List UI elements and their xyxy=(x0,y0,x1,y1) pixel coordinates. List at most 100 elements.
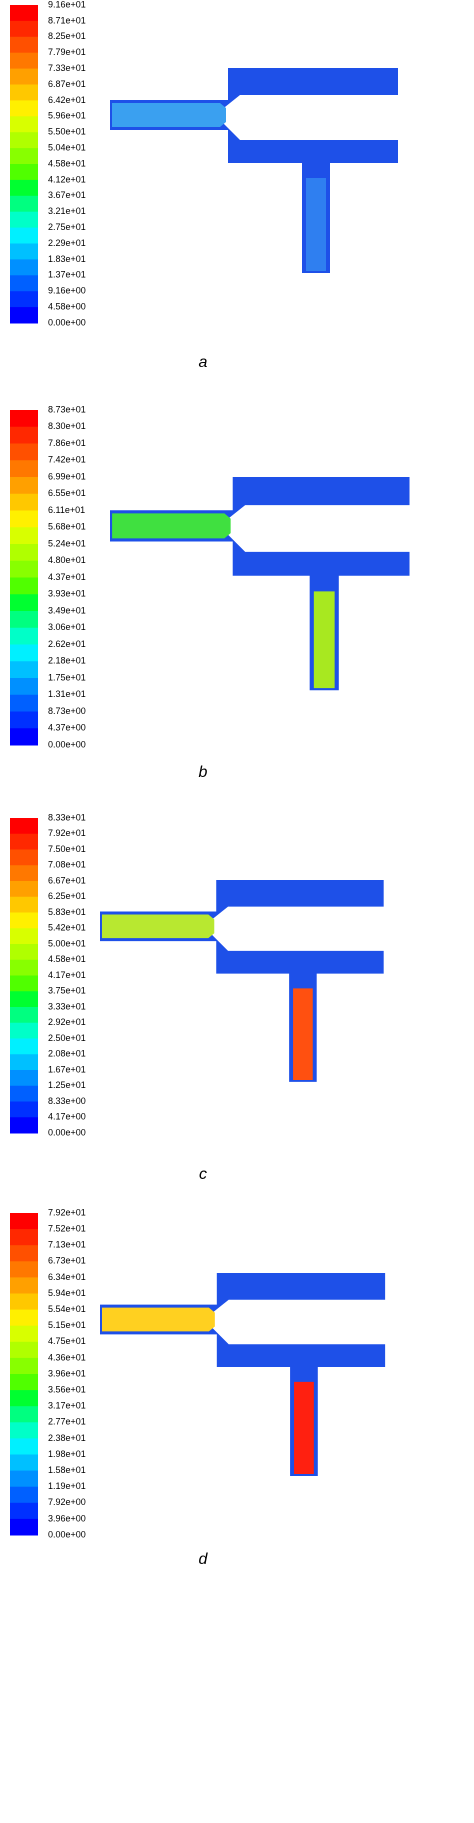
scale-label: 1.31e+01 xyxy=(48,689,86,699)
colorbar-band xyxy=(10,1038,38,1055)
scale-label: 2.75e+01 xyxy=(48,222,86,232)
colorbar-band xyxy=(10,594,38,612)
scale-label: 4.58e+00 xyxy=(48,301,86,311)
scale-label: 6.67e+01 xyxy=(48,875,86,885)
scale-label: 4.37e+01 xyxy=(48,572,86,582)
colorbar-band xyxy=(10,928,38,945)
scale-label: 7.79e+01 xyxy=(48,47,86,57)
colorbar-band xyxy=(10,1374,38,1391)
flow-domain xyxy=(100,880,384,1082)
scale-label: 4.80e+01 xyxy=(48,555,86,565)
scale-label: 8.73e+00 xyxy=(48,706,86,716)
colorbar-band xyxy=(10,1309,38,1327)
scale-label: 2.77e+01 xyxy=(48,1417,86,1427)
colorbar-band xyxy=(10,644,38,662)
panel-label: c xyxy=(199,1166,207,1183)
scale-label: 7.08e+01 xyxy=(48,860,86,870)
colorbar-band xyxy=(10,944,38,961)
inlet-field xyxy=(112,513,231,539)
scale-label: 3.96e+01 xyxy=(48,1368,86,1378)
scale-label: 0.00e+00 xyxy=(48,1529,86,1539)
scale-label: 1.19e+01 xyxy=(48,1481,86,1491)
colorbar-band xyxy=(10,865,38,882)
scale-label: 5.96e+01 xyxy=(48,111,86,121)
colorbar-band xyxy=(10,195,38,213)
scale-label: 5.83e+01 xyxy=(48,907,86,917)
scale-label: 9.16e+00 xyxy=(48,286,86,296)
scale-label: 8.25e+01 xyxy=(48,31,86,41)
scale-label: 1.67e+01 xyxy=(48,1064,86,1074)
scale-label: 5.42e+01 xyxy=(48,923,86,933)
scale-label: 7.86e+01 xyxy=(48,438,86,448)
scale-label: 2.29e+01 xyxy=(48,238,86,248)
colorbar-band xyxy=(10,728,38,746)
colorbar-band xyxy=(10,275,38,292)
scale-label: 0.00e+00 xyxy=(48,1127,86,1137)
colorbar-band xyxy=(10,493,38,511)
inlet-field xyxy=(112,103,226,127)
colorbar-band xyxy=(10,20,38,38)
scale-label: 2.92e+01 xyxy=(48,1017,86,1027)
colorbar-band xyxy=(10,100,38,117)
flow-domain xyxy=(110,68,398,273)
colorbar-band xyxy=(10,611,38,629)
colorbar-band xyxy=(10,1422,38,1439)
scale-label: 8.33e+00 xyxy=(48,1096,86,1106)
scale-label: 5.00e+01 xyxy=(48,938,86,948)
scale-label: 2.08e+01 xyxy=(48,1049,86,1059)
inlet-field xyxy=(101,1307,215,1332)
scale-label: 1.98e+01 xyxy=(48,1449,86,1459)
colorbar-band xyxy=(10,84,38,101)
colorbar-band xyxy=(10,560,38,578)
colorbar-band xyxy=(10,148,38,165)
scale-label: 8.33e+01 xyxy=(48,812,86,822)
colorbar-band xyxy=(10,991,38,1008)
scale-label: 6.99e+01 xyxy=(48,471,86,481)
colorbar-band xyxy=(10,460,38,478)
colorbar-band xyxy=(10,36,38,54)
colorbar-band xyxy=(10,410,38,428)
scale-label: 2.50e+01 xyxy=(48,1033,86,1043)
scale-label: 5.68e+01 xyxy=(48,522,86,532)
scale-label: 4.58e+01 xyxy=(48,158,86,168)
colorbar-band xyxy=(10,661,38,679)
scale-label: 3.21e+01 xyxy=(48,206,86,216)
colorbar-band xyxy=(10,510,38,528)
scale-label: 7.42e+01 xyxy=(48,455,86,465)
colorbar-band xyxy=(10,211,38,229)
colorbar-band xyxy=(10,912,38,929)
colorbar-band xyxy=(10,694,38,712)
scale-label: 3.75e+01 xyxy=(48,986,86,996)
scale-label: 4.75e+01 xyxy=(48,1336,86,1346)
colorbar-band xyxy=(10,1070,38,1087)
scale-label: 1.25e+01 xyxy=(48,1080,86,1090)
colorbar-band xyxy=(10,1277,38,1294)
scale-label: 5.54e+01 xyxy=(48,1304,86,1314)
scale-label: 0.00e+00 xyxy=(48,317,86,327)
colorbar-band xyxy=(10,1357,38,1375)
colorbar-band xyxy=(10,711,38,729)
scale-label: 7.52e+01 xyxy=(48,1223,86,1233)
scale-label: 5.50e+01 xyxy=(48,127,86,137)
colorbar-band xyxy=(10,164,38,181)
flow-domain xyxy=(110,477,410,691)
scale-label: 3.67e+01 xyxy=(48,190,86,200)
panel-label: a xyxy=(199,354,208,371)
scale-label: 7.92e+01 xyxy=(48,1207,86,1217)
colorbar-band xyxy=(10,227,38,244)
scale-label: 3.06e+01 xyxy=(48,622,86,632)
colorbar-band xyxy=(10,477,38,495)
colorbar-band xyxy=(10,1101,38,1118)
colorbar-band xyxy=(10,896,38,913)
colorbar-band xyxy=(10,132,38,149)
colorbar-band xyxy=(10,52,38,70)
scale-label: 6.87e+01 xyxy=(48,79,86,89)
scale-label: 1.83e+01 xyxy=(48,254,86,264)
colorbar-band xyxy=(10,818,38,835)
scale-label: 8.30e+01 xyxy=(48,421,86,431)
scale-label: 4.36e+01 xyxy=(48,1352,86,1362)
colorbar-band xyxy=(10,426,38,444)
scale-label: 5.24e+01 xyxy=(48,538,86,548)
colorbar-band xyxy=(10,68,38,85)
